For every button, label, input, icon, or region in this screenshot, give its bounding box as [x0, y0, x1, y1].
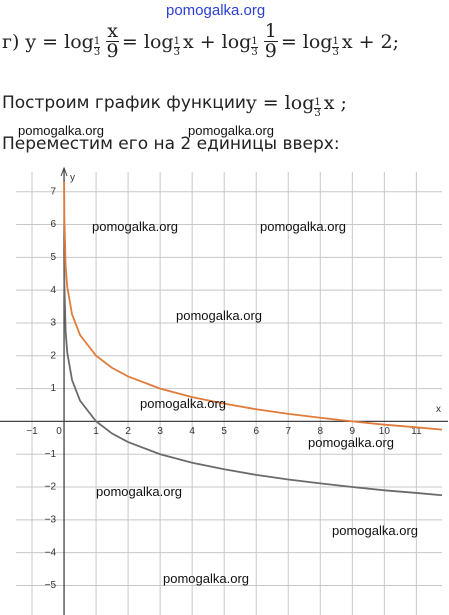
formula-part: y = log [245, 91, 315, 114]
y-tick-label: 3 [50, 318, 56, 329]
axis-arrow [60, 166, 68, 177]
num: 1 [93, 36, 101, 48]
y-tick-label: −2 [45, 482, 57, 493]
y-tick-label: −4 [45, 547, 57, 558]
sentence: Переместим его на 2 единицы вверх: [2, 134, 340, 154]
x-tick-label: 11 [411, 426, 422, 437]
x-axis-label: x [436, 404, 441, 415]
y-tick-label: 1 [50, 383, 56, 394]
x-tick-label: 8 [318, 426, 324, 437]
num: 1 [251, 36, 258, 48]
watermark: pomogalka.org [140, 396, 226, 411]
x-tick-label: 1 [93, 426, 99, 437]
den: 3 [332, 47, 339, 58]
x-tick-label: 2 [125, 426, 131, 437]
x-tick-label: 9 [350, 426, 356, 437]
watermark: pomogalka.org [166, 2, 266, 19]
formula-part: г) y = log [2, 30, 94, 53]
y-tick-label: −1 [45, 449, 57, 460]
formula-part: = log [280, 30, 333, 53]
watermark: pomogalka.org [96, 484, 182, 499]
formula-part: x + 2; [341, 30, 400, 53]
x-tick-label: 10 [379, 426, 391, 437]
watermark: pomogalka.org [92, 219, 178, 234]
y-axis-label: y [70, 173, 75, 184]
x-tick-label: 3 [157, 426, 163, 437]
y-tick-label: 5 [50, 252, 56, 263]
y-tick-label: −5 [45, 580, 57, 591]
formula-part: x + log [182, 30, 252, 53]
num: 1 [263, 20, 278, 42]
den: 3 [173, 47, 180, 58]
watermark: pomogalka.org [163, 571, 249, 586]
watermark: pomogalka.org [18, 123, 104, 138]
watermark: pomogalka.org [308, 435, 394, 450]
watermark: pomogalka.org [176, 308, 262, 323]
y-tick-label: 4 [50, 285, 56, 296]
x-tick-label: 6 [253, 426, 259, 437]
x-tick-label: 0 [56, 426, 62, 437]
watermark: pomogalka.org [188, 123, 274, 138]
watermark: pomogalka.org [332, 523, 418, 538]
line-series [63, 247, 443, 497]
line-series [63, 182, 443, 431]
watermark: pomogalka.org [260, 219, 346, 234]
formula-part: = log [121, 30, 174, 53]
num: 1 [314, 97, 321, 109]
num: 1 [332, 36, 339, 48]
num: 1 [173, 36, 180, 48]
formula-part: x ; [323, 91, 347, 114]
num: x [106, 20, 119, 42]
den: 9 [264, 40, 277, 62]
den: 3 [93, 47, 101, 58]
y-tick-label: −3 [45, 514, 57, 525]
x-tick-label: 4 [189, 426, 195, 437]
x-tick-label: 7 [285, 426, 291, 437]
y-tick-label: 2 [50, 350, 56, 361]
x-tick-label: 5 [221, 426, 227, 437]
den: 3 [251, 47, 258, 58]
y-tick-label: 7 [50, 186, 56, 197]
y-tick-label: 6 [50, 219, 56, 230]
den: 9 [106, 40, 119, 62]
text: Построим график функции [2, 92, 246, 113]
den: 3 [314, 108, 321, 119]
x-tick-label: −1 [26, 426, 38, 437]
